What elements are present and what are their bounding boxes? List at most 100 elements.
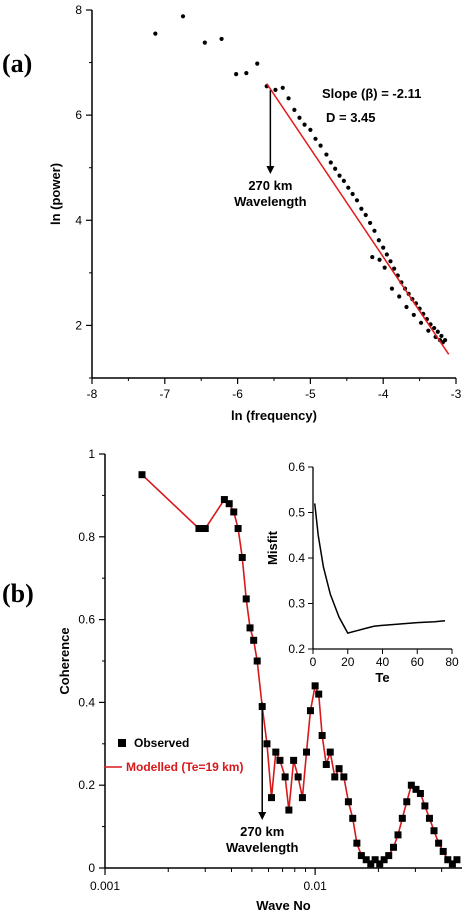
chart-b-y-tick-label: 0.4 [78, 695, 95, 709]
chart-a-point [292, 107, 297, 112]
chart-b-observed-point [353, 839, 361, 847]
chart-a-y-tick-label: 4 [75, 213, 82, 227]
chart-b-observed-point [376, 860, 384, 868]
chart-b-observed-point [311, 682, 319, 690]
chart-a-wavelength-label-1: 270 km [248, 178, 292, 193]
chart-b-observed-point [444, 856, 452, 864]
inset-xlabel: Te [375, 670, 389, 685]
chart-a-point [372, 228, 377, 233]
inset-y-tick-label: 0.6 [288, 460, 305, 474]
chart-b-observed-point [385, 852, 393, 860]
chart-a: -8 -7 -6 -5 -4 -3 2 4 6 8 ln (frequency) ln (powe… [48, 3, 462, 423]
chart-b-observed-point [362, 856, 370, 864]
chart-a-point [297, 115, 302, 120]
chart-b-observed-point [263, 740, 271, 748]
inset-y-tick-label: 0.4 [288, 551, 305, 565]
chart-b-ylabel: Coherence [57, 627, 72, 694]
chart-b-observed-point [371, 856, 379, 864]
chart-a-y-tick-label: 6 [75, 108, 82, 122]
inset-y-tick-label: 0.3 [288, 597, 305, 611]
chart-a-point [411, 312, 416, 318]
chart-a-point [397, 294, 402, 299]
chart-b-observed-point [335, 765, 343, 773]
legend-observed-marker [118, 739, 126, 747]
chart-b-observed-point [430, 827, 438, 835]
chart-a-point [418, 320, 424, 325]
chart-a-slope-annotation: Slope (β) = -2.11 [322, 86, 421, 101]
chart-a-point [219, 36, 224, 42]
chart-a-point [354, 198, 360, 203]
legend-modelled-label: Modelled (Te=19 km) [126, 760, 243, 774]
chart-b-y-tick-label: 0.2 [78, 778, 95, 792]
chart-b-observed-point [357, 852, 365, 860]
chart-a-x-tick-label: -3 [451, 387, 462, 401]
inset-ticks: 0 20 40 60 80 0.2 0.3 0.4 0.5 0.6 [288, 460, 459, 669]
chart-b-observed-point [340, 773, 348, 781]
chart-b-y-tick-label: 0.8 [78, 530, 95, 544]
chart-a-fit-line [266, 83, 450, 355]
chart-b-legend: Observed Modelled (Te=19 km) [104, 736, 243, 774]
chart-b-observed-point [246, 624, 254, 632]
chart-b-observed-point [234, 525, 242, 533]
chart-a-x-tick-label: -6 [232, 387, 243, 401]
inset-ylabel: Misfit [265, 530, 280, 565]
chart-a-point [308, 127, 313, 132]
chart-b-wavelength-label-2: Wavelength [226, 840, 299, 855]
chart-b-observed-point [367, 860, 375, 868]
chart-b-observed-point [195, 525, 203, 533]
chart-b-observed-point [403, 798, 411, 806]
chart-a-point [255, 61, 260, 66]
chart-b-observed-point [394, 831, 402, 839]
chart-a-point [202, 40, 207, 45]
chart-b-observed-point [315, 690, 323, 698]
chart-b-observed-point [344, 798, 352, 806]
chart-a-point [234, 72, 239, 77]
chart-b-observed-point [398, 814, 406, 822]
inset-x-tick-label: 0 [310, 655, 317, 669]
chart-a-point [426, 328, 431, 333]
chart-inset: 0 20 40 60 80 0.2 0.3 0.4 0.5 0.6 Te Misfit [265, 460, 459, 685]
chart-b-observed-point [421, 802, 429, 810]
chart-a-point [333, 166, 338, 171]
chart-a-y-tick-label: 2 [75, 318, 82, 332]
chart-a-point [384, 252, 389, 257]
panel-b-label: (b) [2, 579, 34, 608]
chart-a-point [370, 254, 375, 260]
chart-b-y-tick-label: 0 [88, 861, 95, 875]
chart-b-observed-point [272, 748, 280, 756]
chart-a-point [376, 238, 381, 243]
chart-a-point [286, 96, 291, 101]
chart-a-point [435, 329, 440, 334]
inset-misfit-line [313, 503, 446, 634]
chart-b-observed-point [250, 636, 258, 644]
legend-observed-label: Observed [134, 736, 189, 750]
chart-a-x-tick-label: -4 [378, 387, 389, 401]
chart-b-wavelength-label-1: 270 km [240, 824, 284, 839]
chart-b-observed-point [389, 843, 397, 851]
chart-a-x-tick-label: -5 [305, 387, 316, 401]
chart-b-observed-point [407, 781, 415, 789]
chart-a-point [280, 85, 285, 90]
chart-b: 0.001 0.01 0 0.2 0.4 0.6 0.8 1 Wave No Coherenc… [57, 447, 462, 913]
chart-b-observed-point [290, 756, 298, 764]
chart-a-point [367, 220, 373, 226]
chart-a-point [273, 87, 278, 93]
chart-a-point [153, 31, 158, 36]
chart-a-wavelength-label-2: Wavelength [234, 194, 307, 209]
chart-a-point [180, 14, 186, 19]
chart-b-observed-point [201, 525, 209, 533]
chart-b-observed-points [138, 471, 461, 868]
chart-a-x-tick-label: -7 [159, 387, 170, 401]
chart-a-point [324, 152, 329, 157]
chart-b-observed-point [238, 554, 246, 561]
chart-b-observed-point [294, 773, 302, 781]
chart-b-observed-point [326, 748, 334, 756]
chart-a-y-tick-label: 8 [75, 3, 82, 17]
chart-a-wavelength-arrowhead [266, 166, 275, 174]
chart-b-observed-point [380, 856, 388, 864]
panel-a-label: (a) [2, 49, 32, 78]
chart-b-observed-point [285, 806, 293, 814]
chart-b-observed-point [318, 732, 326, 740]
chart-b-observed-point [281, 773, 289, 781]
